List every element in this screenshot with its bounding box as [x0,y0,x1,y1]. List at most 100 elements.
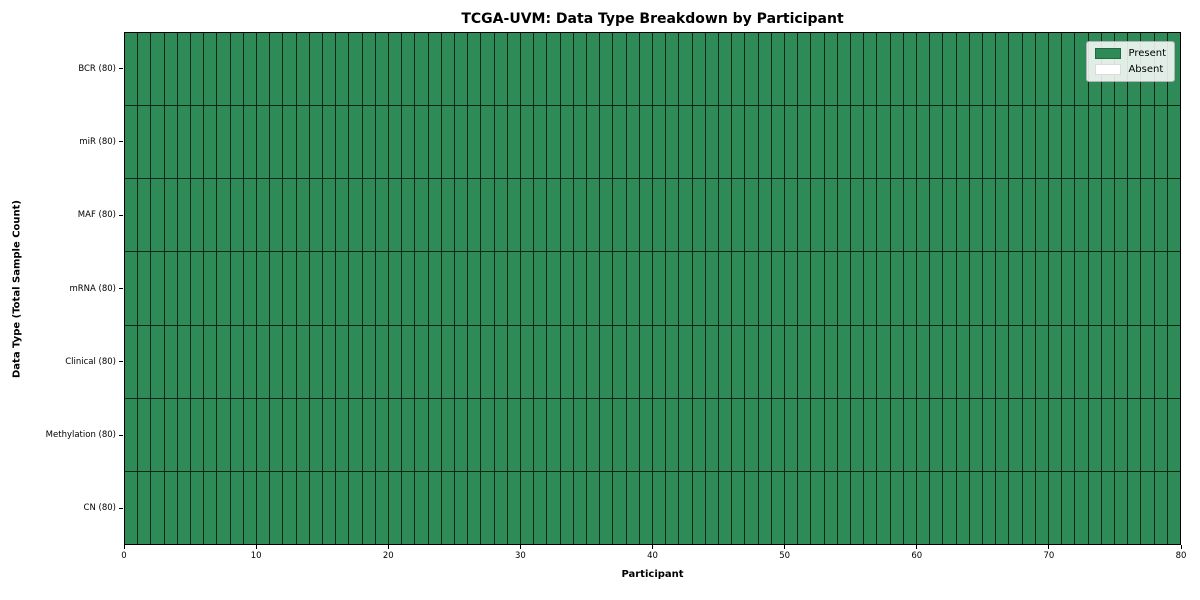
heatmap-cell [560,398,573,471]
y-tick-mark [119,434,123,436]
heatmap-cell [705,325,718,398]
heatmap-cell [256,106,270,179]
heatmap-cell [969,471,982,544]
heatmap-cell [349,33,362,106]
heatmap-cell [402,398,415,471]
heatmap-cell [138,179,151,252]
heatmap-cell [784,33,798,106]
heatmap-cell [547,106,560,179]
heatmap-cell [903,325,916,398]
heatmap-cell [850,471,864,544]
heatmap-cell [362,33,375,106]
heatmap-cell [692,33,705,106]
heatmap-cell [877,179,890,252]
heatmap-cell [138,471,151,544]
y-tick-label: miR (80) [79,136,116,147]
heatmap-cell [824,33,837,106]
heatmap-cell [916,179,930,252]
heatmap-cell [520,471,534,544]
heatmap-cell [1062,106,1075,179]
heatmap-cell [1154,252,1167,325]
heatmap-cell [864,325,877,398]
heatmap-cell [864,106,877,179]
heatmap-cell [956,33,969,106]
heatmap-cell [1075,471,1088,544]
heatmap-cell [520,252,534,325]
legend-swatch [1095,48,1122,59]
heatmap-cell [322,252,336,325]
heatmap-cell [1022,398,1035,471]
y-tick-mark [119,68,123,70]
heatmap-cell [956,398,969,471]
heatmap-cell [600,179,613,252]
heatmap-cell [415,471,428,544]
heatmap-cell [1128,252,1141,325]
heatmap-cell [1022,179,1035,252]
heatmap-cell [600,471,613,544]
heatmap-cell [732,33,745,106]
heatmap-cell [850,33,864,106]
heatmap-cell [864,398,877,471]
heatmap-cell [586,33,600,106]
heatmap-cell [837,106,850,179]
heatmap-cell [824,398,837,471]
heatmap-cell [454,252,468,325]
heatmap-cell [507,179,520,252]
heatmap-cell [296,252,309,325]
heatmap-cell [441,252,454,325]
heatmap-cell [441,398,454,471]
heatmap-cell [164,106,177,179]
heatmap-cell [256,252,270,325]
heatmap-cell [230,325,243,398]
heatmap-cell [943,179,956,252]
heatmap-cell [824,179,837,252]
heatmap-cell [547,471,560,544]
heatmap-cell [388,179,402,252]
heatmap-cell [1141,106,1154,179]
heatmap-cell [679,471,692,544]
heatmap-cell [586,252,600,325]
heatmap-cell [138,398,151,471]
heatmap-cell [494,33,507,106]
heatmap-cell [1062,33,1075,106]
heatmap-cell [1009,106,1022,179]
heatmap-cell [125,471,138,544]
heatmap-cell [1101,471,1114,544]
heatmap-cell [190,106,204,179]
heatmap-cell [573,33,586,106]
heatmap-cell [811,33,824,106]
heatmap-cell [1048,179,1062,252]
heatmap-cell [652,179,666,252]
heatmap-cell [362,398,375,471]
heatmap-cell [270,252,283,325]
heatmap-cell [270,179,283,252]
heatmap-cell [402,471,415,544]
heatmap-cell [890,471,903,544]
heatmap-cell [494,179,507,252]
heatmap-cell [520,179,534,252]
heatmap-cell [745,325,758,398]
heatmap-cell [190,471,204,544]
heatmap-cell [151,252,164,325]
heatmap-cell [930,398,943,471]
heatmap-cell [1062,471,1075,544]
heatmap-cell [586,106,600,179]
heatmap-cell [1154,106,1167,179]
heatmap-cell [454,398,468,471]
heatmap-cell [547,325,560,398]
heatmap-cell [560,179,573,252]
y-tick-label: mRNA (80) [69,283,116,294]
heatmap-cell [798,471,811,544]
heatmap-cell [639,471,652,544]
heatmap-cell [230,252,243,325]
heatmap-cell [138,325,151,398]
heatmap-cell [151,471,164,544]
heatmap-cell [705,106,718,179]
heatmap-cell [375,325,388,398]
x-tick-mark [1048,545,1050,549]
legend-item: Absent [1095,64,1166,75]
heatmap-cell [613,179,626,252]
heatmap-cell [520,325,534,398]
heatmap-cell [322,325,336,398]
heatmap-cell [784,471,798,544]
